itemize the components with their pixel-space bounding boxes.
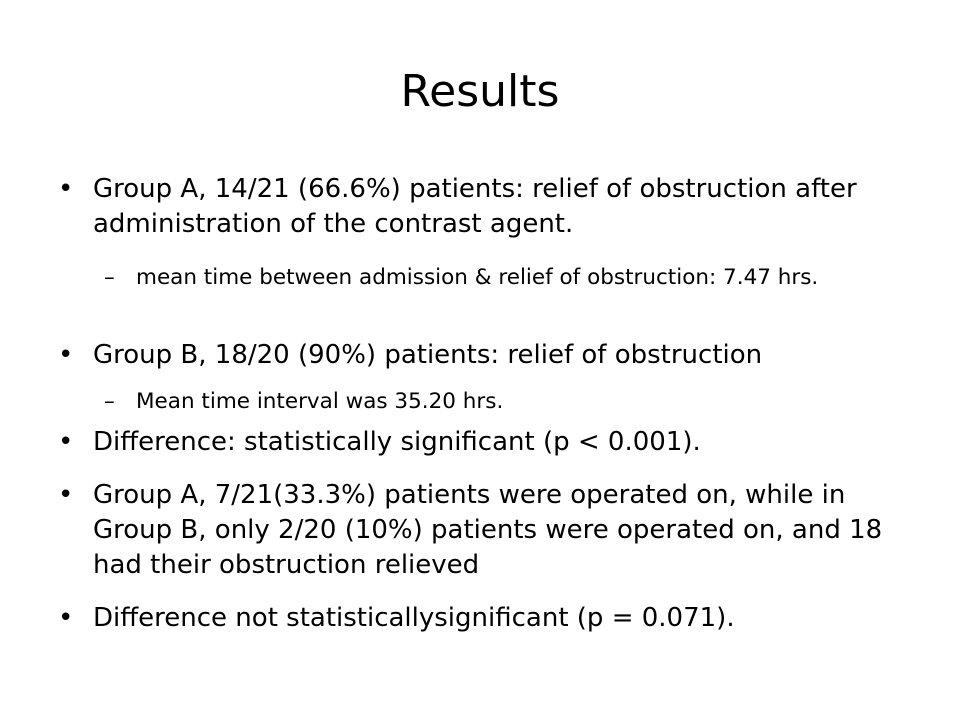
bullet-item: Group B, 18/20 (90%) patients: relief of… — [58, 338, 913, 373]
bullet-item: Group A, 14/21 (66.6%) patients: relief … — [58, 172, 913, 242]
bullet-item: Difference: statistically significant (p… — [58, 425, 913, 460]
bullet-item: Difference not statisticallysignificant … — [58, 601, 913, 636]
slide-title: Results — [400, 66, 560, 117]
sub-bullet-item: Mean time interval was 35.20 hrs. — [104, 386, 916, 417]
bullet-item: Group A, 7/21(33.3%) patients were opera… — [58, 478, 913, 583]
sub-bullet-item: mean time between admission & relief of … — [104, 262, 916, 293]
